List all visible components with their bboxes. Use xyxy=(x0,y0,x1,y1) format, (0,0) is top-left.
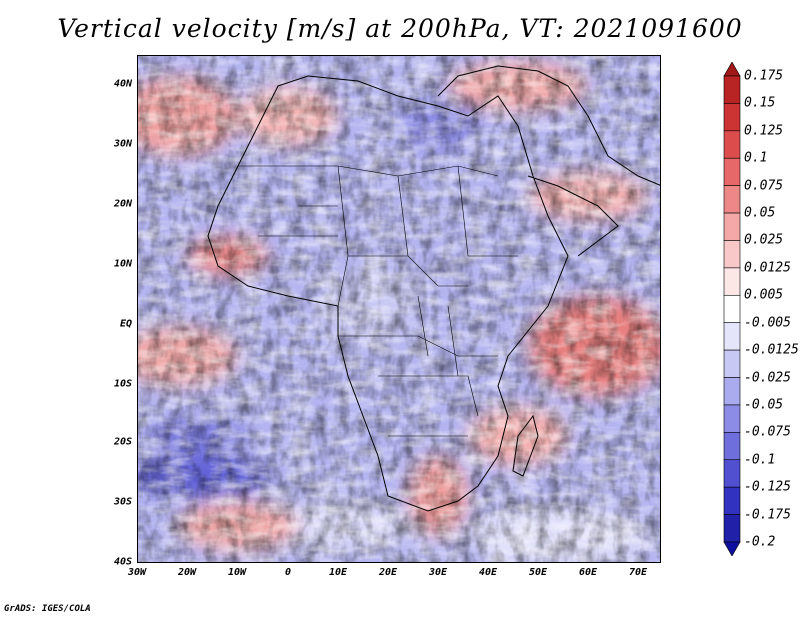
colorbar-swatch xyxy=(723,240,741,269)
colorbar-swatch xyxy=(723,459,741,488)
colorbar-swatch xyxy=(723,514,741,543)
colorbar-swatch xyxy=(723,130,741,159)
colorbar xyxy=(723,62,741,556)
colorbar-swatch xyxy=(723,322,741,351)
lat-tick-label: 10S xyxy=(113,378,132,390)
colorbar-tick-label: -0.0125 xyxy=(744,342,799,358)
colorbar-tick-label: 0.075 xyxy=(744,178,784,194)
lat-tick-label: 10N xyxy=(113,258,132,270)
lon-tick-label: 70E xyxy=(628,567,648,578)
lon-tick-label: 10E xyxy=(328,567,348,578)
colorbar-tick-label: 0.025 xyxy=(744,232,784,248)
lon-tick-label: 30W xyxy=(127,567,147,578)
colorbar-tick-label: -0.175 xyxy=(744,507,791,523)
lon-tick-label: 0 xyxy=(284,567,292,578)
colorbar-tick-label: -0.1 xyxy=(744,452,776,468)
colorbar-tick-label: 0.125 xyxy=(744,123,784,139)
vertical-velocity-field xyxy=(138,56,660,562)
colorbar-swatch xyxy=(723,185,741,214)
lat-tick-label: 30S xyxy=(113,496,132,508)
lon-tick-label: 20W xyxy=(177,567,197,578)
lon-tick-label: 20E xyxy=(378,567,398,578)
colorbar-tick-label: 0.05 xyxy=(744,205,776,221)
country-borders xyxy=(238,165,518,437)
colorbar-swatch xyxy=(723,62,741,77)
lat-tick-label: 30N xyxy=(113,138,132,150)
colorbar-swatch xyxy=(723,267,741,296)
lon-tick-label: 10W xyxy=(227,567,247,578)
lon-tick-label: 40E xyxy=(478,567,498,578)
colorbar-swatch xyxy=(723,103,741,132)
colorbar-swatch xyxy=(723,157,741,186)
colorbar-swatch xyxy=(723,377,741,406)
lon-tick-label: 60E xyxy=(578,567,598,578)
colorbar-tick-label: 0.175 xyxy=(744,68,784,84)
colorbar-tick-label: -0.005 xyxy=(744,315,791,331)
colorbar-tick-label: -0.125 xyxy=(744,479,791,495)
colorbar-tick-label: -0.075 xyxy=(744,424,791,440)
lat-tick-label: 20N xyxy=(113,198,132,210)
lat-tick-label: EQ xyxy=(119,318,132,330)
map-title: Vertical velocity [m/s] at 200hPa, VT: 2… xyxy=(57,14,743,43)
colorbar-tick-label: 0.1 xyxy=(744,150,768,166)
lon-tick-label: 50E xyxy=(528,567,548,578)
colorbar-swatch xyxy=(723,541,741,556)
lat-tick-label: 40N xyxy=(113,78,132,90)
colorbar-tick-label: -0.05 xyxy=(744,397,784,413)
lat-tick-label: 40S xyxy=(113,556,132,568)
colorbar-tick-label: 0.15 xyxy=(744,95,776,111)
colorbar-swatch xyxy=(723,294,741,324)
colorbar-swatch xyxy=(723,486,741,515)
map-panel xyxy=(137,55,661,563)
colorbar-tick-label: 0.005 xyxy=(744,287,784,303)
lat-tick-label: 20S xyxy=(113,436,132,448)
colorbar-tick-label: 0.0125 xyxy=(744,260,791,276)
credit-label: GrADS: IGES/COLA xyxy=(4,604,91,614)
colorbar-tick-label: -0.025 xyxy=(744,370,791,386)
lon-tick-label: 30E xyxy=(428,567,448,578)
colorbar-swatch xyxy=(723,404,741,433)
colorbar-swatch xyxy=(723,75,741,104)
colorbar-swatch xyxy=(723,432,741,461)
colorbar-swatch xyxy=(723,212,741,241)
colorbar-tick-label: -0.2 xyxy=(744,534,776,550)
coastlines xyxy=(207,65,660,512)
colorbar-swatch xyxy=(723,349,741,378)
